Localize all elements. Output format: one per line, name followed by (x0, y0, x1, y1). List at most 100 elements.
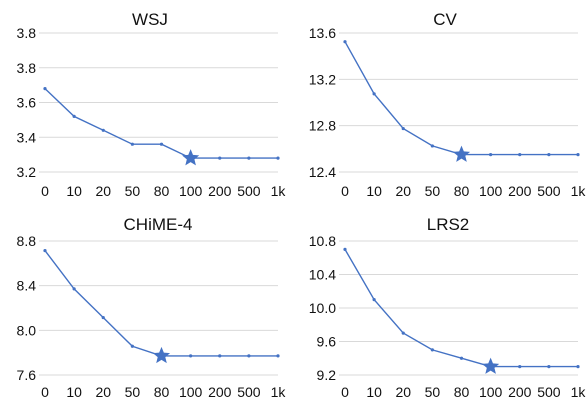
x-tick-label: 0 (341, 384, 349, 400)
y-tick-label: 10.8 (309, 233, 336, 249)
data-point (430, 144, 434, 148)
data-point (343, 40, 347, 44)
y-tick-label: 13.2 (309, 71, 336, 87)
chart-title: CHiME-4 (124, 215, 193, 234)
x-tick-label: 100 (179, 183, 203, 199)
chart-panel-3: LRS2 9.2 9.6 10.0 10.4 10.8 0 10 20 50 80 100 200 500… (309, 215, 587, 400)
x-tick-label: 500 (537, 384, 561, 400)
x-tick-label: 10 (366, 384, 382, 400)
chart-title: LRS2 (427, 215, 470, 234)
x-tick-label: 0 (41, 183, 49, 199)
x-tick-label: 100 (479, 183, 503, 199)
y-tick-label: 13.6 (309, 25, 336, 41)
x-tick-label: 10 (366, 183, 382, 199)
data-point (247, 156, 251, 160)
y-tick-label: 9.2 (317, 367, 337, 383)
chart-panel-1: CV 12.4 12.8 13.2 13.6 0 10 20 50 80 100 200 500 1k (309, 10, 587, 199)
y-tick-label: 3.8 (17, 25, 37, 41)
x-tick-label: 1k (571, 183, 587, 199)
x-tick-label: 1k (271, 183, 287, 199)
y-tick-label: 8.0 (17, 322, 37, 338)
chart-title: CV (433, 10, 457, 29)
data-point (576, 365, 580, 369)
best-point-star-icon (152, 346, 171, 364)
x-tick-label: 50 (425, 384, 441, 400)
chart-title: WSJ (132, 10, 168, 29)
data-point (130, 344, 134, 348)
x-tick-label: 20 (95, 384, 111, 400)
best-point-star-icon (182, 149, 200, 166)
y-tick-label: 10.4 (309, 267, 336, 283)
x-tick-label: 500 (237, 384, 261, 400)
y-tick-label: 9.6 (317, 334, 337, 350)
y-tick-label: 3.6 (17, 95, 37, 111)
x-tick-label: 80 (154, 183, 170, 199)
x-tick-label: 500 (237, 183, 261, 199)
data-point (489, 153, 493, 157)
x-tick-label: 50 (125, 384, 141, 400)
x-tick-label: 200 (208, 183, 232, 199)
data-point (343, 247, 347, 251)
data-point (459, 356, 464, 360)
data-point (43, 87, 47, 91)
x-tick-label: 20 (395, 384, 411, 400)
y-tick-label: 12.8 (309, 118, 336, 134)
data-point (518, 153, 522, 157)
x-tick-label: 100 (179, 384, 203, 400)
x-tick-label: 200 (508, 384, 532, 400)
x-tick-label: 200 (208, 384, 232, 400)
y-tick-label: 8.8 (17, 233, 37, 249)
data-point (372, 298, 376, 302)
data-point (576, 153, 580, 157)
data-point (218, 354, 222, 358)
x-tick-label: 10 (66, 183, 82, 199)
data-point (518, 365, 522, 369)
data-point (276, 354, 280, 358)
x-tick-label: 0 (341, 183, 349, 199)
best-point-star-icon (482, 357, 500, 374)
best-point-star-icon (452, 145, 471, 162)
x-tick-label: 1k (571, 384, 587, 400)
data-point (430, 348, 434, 352)
chart-panel-2: CHiME-4 7.6 8.0 8.4 8.8 0 10 20 50 80 100 200 500 1k (17, 215, 287, 400)
y-tick-label: 7.6 (17, 367, 37, 383)
x-tick-label: 80 (454, 183, 470, 199)
x-tick-label: 0 (41, 384, 49, 400)
x-tick-label: 50 (425, 183, 441, 199)
data-point (101, 315, 105, 320)
x-tick-label: 20 (95, 183, 111, 199)
data-point (72, 114, 76, 118)
y-tick-label: 8.4 (17, 278, 37, 294)
data-point (130, 142, 134, 146)
x-tick-label: 10 (66, 384, 82, 400)
data-point (159, 142, 164, 146)
x-tick-label: 80 (154, 384, 170, 400)
y-tick-label: 10.0 (309, 300, 336, 316)
x-tick-label: 200 (508, 183, 532, 199)
y-tick-label: 12.4 (309, 164, 336, 180)
data-point (101, 128, 105, 132)
data-point (218, 156, 222, 160)
data-point (401, 126, 405, 131)
data-point (43, 248, 47, 253)
y-tick-label: 3.2 (17, 164, 37, 180)
x-tick-label: 1k (271, 384, 287, 400)
y-tick-label: 3.8 (17, 60, 37, 76)
series-line (44, 88, 278, 159)
x-tick-label: 100 (479, 384, 503, 400)
data-point (547, 153, 551, 157)
data-point (401, 331, 405, 335)
data-point (72, 287, 76, 291)
chart-panel-0: WSJ 3.2 3.4 3.6 3.8 3.8 0 10 20 50 80 100 200 500 1k (17, 10, 287, 199)
x-tick-label: 50 (125, 183, 141, 199)
x-tick-label: 80 (454, 384, 470, 400)
data-point (276, 156, 280, 160)
data-point (547, 365, 551, 369)
data-point (372, 92, 376, 96)
data-point (189, 354, 193, 358)
series-line (344, 41, 578, 156)
data-point (247, 354, 251, 358)
series-line (44, 250, 278, 357)
x-tick-label: 500 (537, 183, 561, 199)
